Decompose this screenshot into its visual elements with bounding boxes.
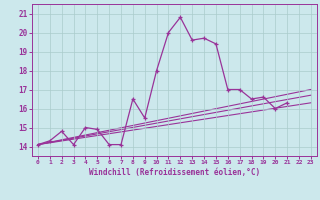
X-axis label: Windchill (Refroidissement éolien,°C): Windchill (Refroidissement éolien,°C)	[89, 168, 260, 177]
